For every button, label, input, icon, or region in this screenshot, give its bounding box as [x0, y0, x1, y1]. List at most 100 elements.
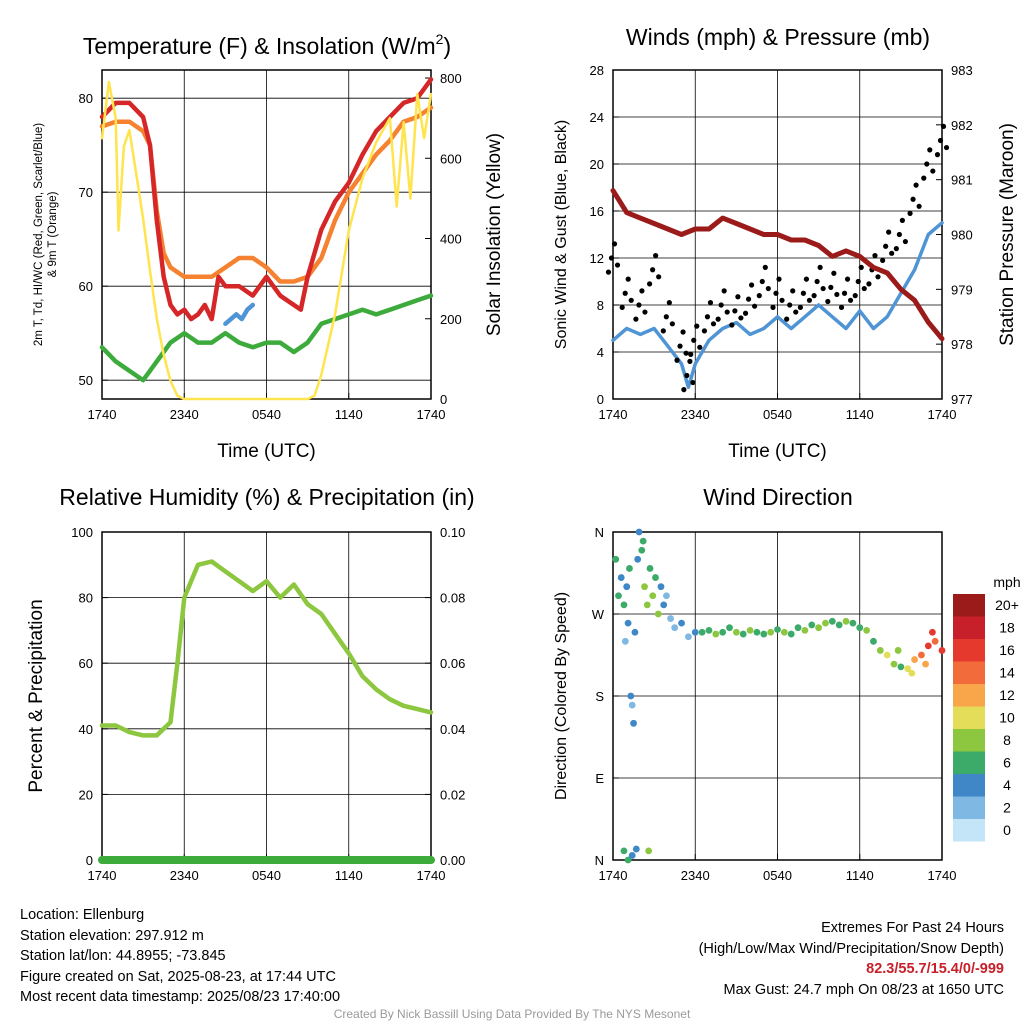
gust-point	[684, 372, 690, 379]
gust-point	[677, 343, 683, 349]
y-axis-label: Direction (Colored By Speed)	[553, 592, 570, 800]
direction-point	[645, 847, 653, 855]
gust-point	[718, 302, 724, 308]
gust-point	[701, 328, 708, 334]
gust-point	[825, 298, 831, 305]
gust-point	[605, 269, 612, 275]
direction-point	[641, 583, 648, 591]
direction-point	[626, 565, 633, 572]
direction-point	[911, 656, 918, 663]
gust-point	[697, 344, 703, 350]
gust-point	[889, 250, 895, 256]
legend-label: 18	[999, 620, 1015, 636]
extremes-info: Extremes For Past 24 Hours (High/Low/Max…	[699, 918, 1004, 1000]
direction-point	[719, 628, 727, 636]
y-tick-label: 60	[79, 656, 93, 671]
gust-point	[880, 257, 886, 263]
x-tick-label: 0540	[763, 868, 792, 883]
direction-point	[808, 621, 816, 629]
y-tick-label: 0	[86, 853, 93, 868]
gust-point	[759, 278, 765, 285]
x-tick-label: 1140	[846, 868, 874, 883]
series-line	[99, 77, 434, 322]
y2-tick-label: 978	[951, 337, 973, 352]
direction-point	[660, 601, 668, 609]
gust-point	[735, 294, 741, 300]
gust-point	[647, 281, 653, 287]
direction-point	[635, 528, 643, 536]
y-axis-label: 2m T, Td, HI/WC (Red, Green, Scarlet/Blu…	[33, 123, 59, 346]
direction-point	[671, 624, 679, 632]
y-tick-label: 8	[597, 298, 604, 313]
y2-tick-label: 200	[440, 312, 462, 327]
legend-swatch	[953, 796, 985, 819]
direction-point	[828, 617, 836, 625]
x-tick-label: 0540	[763, 407, 792, 422]
gust-point	[834, 291, 840, 298]
x-tick-label: 1140	[335, 407, 363, 422]
gust-point	[756, 293, 762, 299]
x-tick-label: 1740	[417, 407, 446, 422]
gust-point	[817, 264, 823, 270]
y2-axis-label: Station Pressure (Maroon)	[997, 123, 1018, 346]
direction-point	[753, 628, 761, 636]
y-axis-label-line: 2m T, Td, HI/WC (Red, Green, Scarlet/Blu…	[33, 123, 45, 346]
wind-direction-title: Wind Direction	[703, 484, 853, 510]
gust-point	[611, 241, 618, 247]
gust-point	[683, 350, 689, 356]
legend-label: 6	[1003, 755, 1011, 771]
gust-point	[930, 168, 936, 174]
gust-point	[800, 290, 807, 296]
x-tick-label: 1740	[417, 868, 446, 883]
x-tick-label: 1740	[599, 868, 628, 883]
direction-point	[639, 537, 647, 545]
direction-point	[929, 628, 936, 636]
y-tick-label: 80	[79, 591, 93, 606]
gust-point	[732, 308, 738, 314]
gust-point	[841, 290, 848, 296]
y2-tick-label: 400	[440, 232, 462, 247]
humidity-title: Relative Humidity (%) & Precipitation (i…	[59, 484, 474, 510]
direction-point	[615, 592, 622, 600]
y-tick-label: 40	[79, 722, 93, 737]
location-text: Location: Ellenburg	[20, 907, 145, 923]
gust-point	[910, 196, 916, 202]
y2-tick-label: 800	[440, 71, 462, 86]
y-tick-label: W	[592, 607, 605, 622]
direction-point	[631, 628, 639, 636]
y-tick-label: 60	[79, 279, 93, 294]
latlon-text: Station lat/lon: 44.8955; -73.845	[20, 948, 226, 964]
gust-point	[745, 296, 752, 302]
y2-tick-label: 0	[440, 392, 447, 407]
y2-tick-label: 983	[951, 63, 973, 78]
gust-point	[811, 293, 817, 299]
gust-point	[784, 316, 790, 322]
direction-point	[849, 619, 857, 627]
gust-point	[776, 276, 782, 282]
gust-point	[924, 161, 930, 167]
direction-point	[801, 627, 809, 634]
gust-point	[639, 288, 645, 294]
direction-point	[908, 669, 916, 677]
x-tick-label: 2340	[170, 868, 199, 883]
gust-point	[674, 357, 680, 363]
gust-point	[937, 137, 944, 144]
x-tick-label: 0540	[252, 407, 281, 422]
direction-point	[649, 592, 657, 600]
series-line	[99, 559, 434, 738]
gust-point	[828, 284, 834, 290]
y2-tick-label: 0.10	[440, 525, 465, 540]
legend-swatch	[953, 751, 985, 774]
series-line	[223, 302, 256, 327]
x-tick-label: 1740	[88, 407, 117, 422]
gust-point	[883, 243, 889, 249]
direction-point	[646, 565, 654, 572]
extremes-subtitle: (High/Low/Max Wind/Precipitation/Snow De…	[698, 940, 1004, 957]
gust-point	[729, 322, 735, 328]
direction-point	[870, 637, 877, 645]
direction-point	[890, 660, 898, 668]
gust-point	[875, 274, 881, 280]
direction-point	[624, 856, 632, 864]
gust-point	[847, 297, 854, 303]
x-tick-label: 1140	[335, 868, 363, 883]
